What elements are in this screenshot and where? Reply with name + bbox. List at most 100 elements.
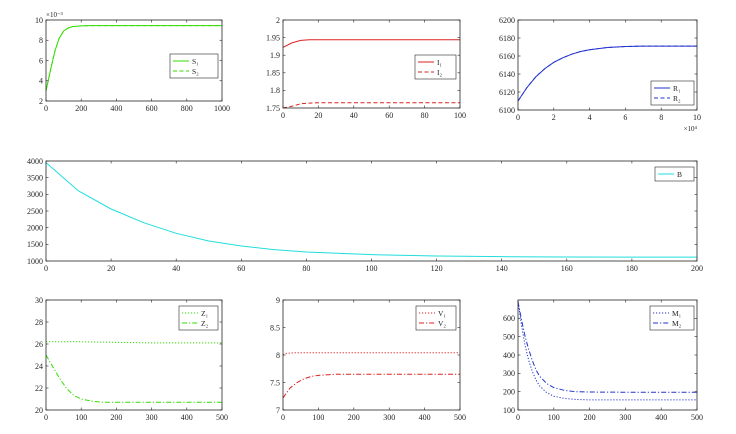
x-tick-label: 60 — [237, 264, 245, 273]
legend-label: M₂ — [672, 319, 682, 328]
y-tick-label: 9 — [276, 296, 280, 305]
axes-box — [282, 19, 461, 109]
x-tick-label: 500 — [691, 413, 703, 422]
x-tick-label: 20 — [107, 264, 115, 273]
x-tick-label: 200 — [584, 413, 596, 422]
legend-box — [178, 305, 219, 331]
series-line-z-1 — [46, 341, 222, 344]
series-line-v-2 — [282, 373, 460, 399]
x-tick-label: 0 — [516, 113, 520, 122]
y-tick-label: 600 — [503, 314, 515, 323]
subplot-b: 0 20 40 60 80 100 120 140 160 180 200 1000 1500 2000 2… — [27, 157, 703, 273]
y-tick-label: 1.9 — [270, 51, 280, 60]
y-tick-label: 8 — [39, 36, 43, 45]
legend-label: I₁ — [437, 58, 442, 67]
series-line-m-1 — [517, 301, 697, 401]
y-tick-label: 4000 — [27, 157, 43, 166]
legend-b: B — [654, 166, 695, 182]
y-tick-label: 3500 — [27, 173, 43, 182]
y-tick-label: 3000 — [27, 190, 43, 199]
y-tick-label: 1.75 — [266, 104, 280, 113]
y-tick-label: 24 — [35, 362, 43, 371]
x-tick-label: 0 — [516, 413, 520, 422]
y-tick-label: 300 — [503, 369, 515, 378]
x-tick-label: 800 — [181, 104, 193, 113]
legend-box — [414, 54, 457, 80]
y-tick-label: 28 — [35, 318, 43, 327]
y-tick-label: 8 — [276, 351, 280, 360]
legend-box — [654, 166, 695, 182]
x-tick-label: 180 — [626, 264, 638, 273]
y-tick-label: 6140 — [499, 70, 515, 79]
x-tick-label: 20 — [314, 111, 322, 120]
y-tick-label: 26 — [35, 340, 43, 349]
series-line-s-2 — [45, 25, 222, 91]
x-tick-label: 500 — [216, 413, 228, 422]
x-tick-label: 100 — [366, 264, 378, 273]
y-tick-label: 2 — [276, 16, 280, 25]
y-tick-label: 10 — [35, 16, 43, 25]
series-line-m-2 — [517, 301, 697, 393]
x-tick-label: 400 — [181, 413, 193, 422]
x-tick-label: 8 — [659, 113, 663, 122]
x-tick-label: 200 — [348, 413, 360, 422]
series-line-i-1 — [282, 39, 460, 48]
x-tick-label: 10 — [693, 113, 701, 122]
x-tick-label: 0 — [44, 264, 48, 273]
x-tick-label: 1000 — [214, 104, 230, 113]
y-tick-label: 200 — [503, 387, 515, 396]
legend-label: S₂ — [192, 67, 199, 76]
legend-label: M₁ — [672, 309, 682, 318]
y-tick-label: 2000 — [27, 223, 43, 232]
x-tick-label: 0 — [44, 413, 48, 422]
axes-box — [45, 299, 223, 411]
x-tick-label: 0 — [44, 104, 48, 113]
legend-label: B — [677, 170, 682, 179]
x-tick-label: 600 — [146, 104, 158, 113]
y-tick-label: 2 — [39, 97, 43, 106]
y-tick-label: 1.85 — [266, 69, 280, 78]
y-tick-label: 30 — [35, 296, 43, 305]
y-tick-label: 6180 — [499, 34, 515, 43]
x-tick-label: 2 — [552, 113, 556, 122]
axes-box — [45, 160, 698, 262]
x-tick-label: 6 — [623, 113, 627, 122]
x-tick-label: 200 — [75, 104, 87, 113]
legend-label: R₁ — [673, 84, 681, 93]
series-line-z-2 — [45, 354, 222, 403]
x-tick-label: 300 — [383, 413, 395, 422]
series-line-i-2 — [282, 102, 460, 109]
series-line-v-1 — [282, 352, 460, 356]
legend-box — [415, 305, 457, 331]
series-line-r-2 — [517, 45, 697, 102]
y-tick-label: 2500 — [27, 207, 43, 216]
x-tick-label: 60 — [385, 111, 393, 120]
series-line-b-1 — [45, 162, 697, 258]
x-tick-label: 120 — [431, 264, 443, 273]
legend-label: V₂ — [438, 319, 446, 328]
legend-label: S₁ — [192, 57, 199, 66]
y-tick-label: 1.95 — [266, 33, 280, 42]
y-tick-label: 6 — [39, 56, 43, 65]
y-tick-label: 6160 — [499, 52, 515, 61]
x-tick-label: 100 — [312, 413, 324, 422]
legend-label: Z₂ — [201, 319, 209, 328]
y-tick-label: 100 — [503, 406, 515, 415]
y-tick-label: 1.8 — [270, 86, 280, 95]
x-tick-label: 200 — [691, 264, 703, 273]
x-tick-label: 100 — [548, 413, 560, 422]
x-tick-label: 0 — [281, 413, 285, 422]
y-tick-label: 22 — [35, 384, 43, 393]
y-tick-label: 6100 — [499, 106, 515, 115]
y-tick-label: 7 — [276, 406, 280, 415]
x-axis-multiplier: ×10⁴ — [684, 125, 698, 133]
